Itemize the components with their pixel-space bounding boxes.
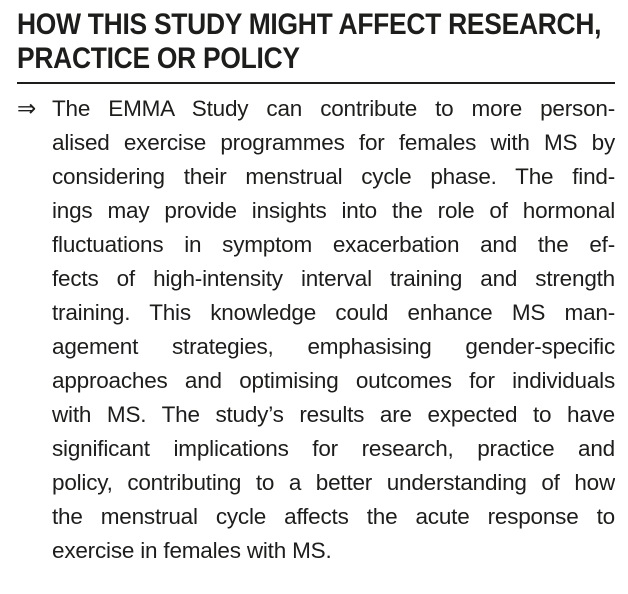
paragraph-line: fluctuations in symptom exacerbation and… [52,232,615,257]
bullet-paragraph: The EMMA Study can contribute to more pe… [52,92,615,568]
double-arrow-bullet-icon: ⇒ [17,96,37,122]
paragraph-line: approaches and optimising outcomes for i… [52,368,615,393]
bullet-item: ⇒ The EMMA Study can contribute to more … [17,92,615,568]
paragraph-line: with MS. The study’s results are expecte… [52,402,615,427]
section-heading: HOW THIS STUDY MIGHT AFFECT RESEARCH, PR… [17,8,602,76]
paragraph-line: alised exercise programmes for females w… [52,130,615,155]
paragraph-line: considering their menstrual cycle phase.… [52,164,615,189]
paragraph-line: agement strategies, emphasising gender-s… [52,334,615,359]
paragraph-line: ings may provide insights into the role … [52,198,615,223]
paragraph-line: exercise in females with MS. [52,538,332,563]
heading-divider-rule [17,82,615,84]
section-heading-line-1: HOW THIS STUDY MIGHT AFFECT RESEARCH, [17,8,602,41]
paragraph-line: training. This knowledge could enhance M… [52,300,615,325]
section-heading-line-2: PRACTICE OR POLICY [17,42,300,75]
paragraph-line: the menstrual cycle affects the acute re… [52,504,615,529]
paragraph-line: policy, contributing to a better underst… [52,470,615,495]
study-impact-box: HOW THIS STUDY MIGHT AFFECT RESEARCH, PR… [17,8,615,568]
paragraph-line: The EMMA Study can contribute to more pe… [52,96,615,121]
paragraph-line: significant implications for research, p… [52,436,615,461]
paragraph-line: fects of high-intensity interval trainin… [52,266,615,291]
